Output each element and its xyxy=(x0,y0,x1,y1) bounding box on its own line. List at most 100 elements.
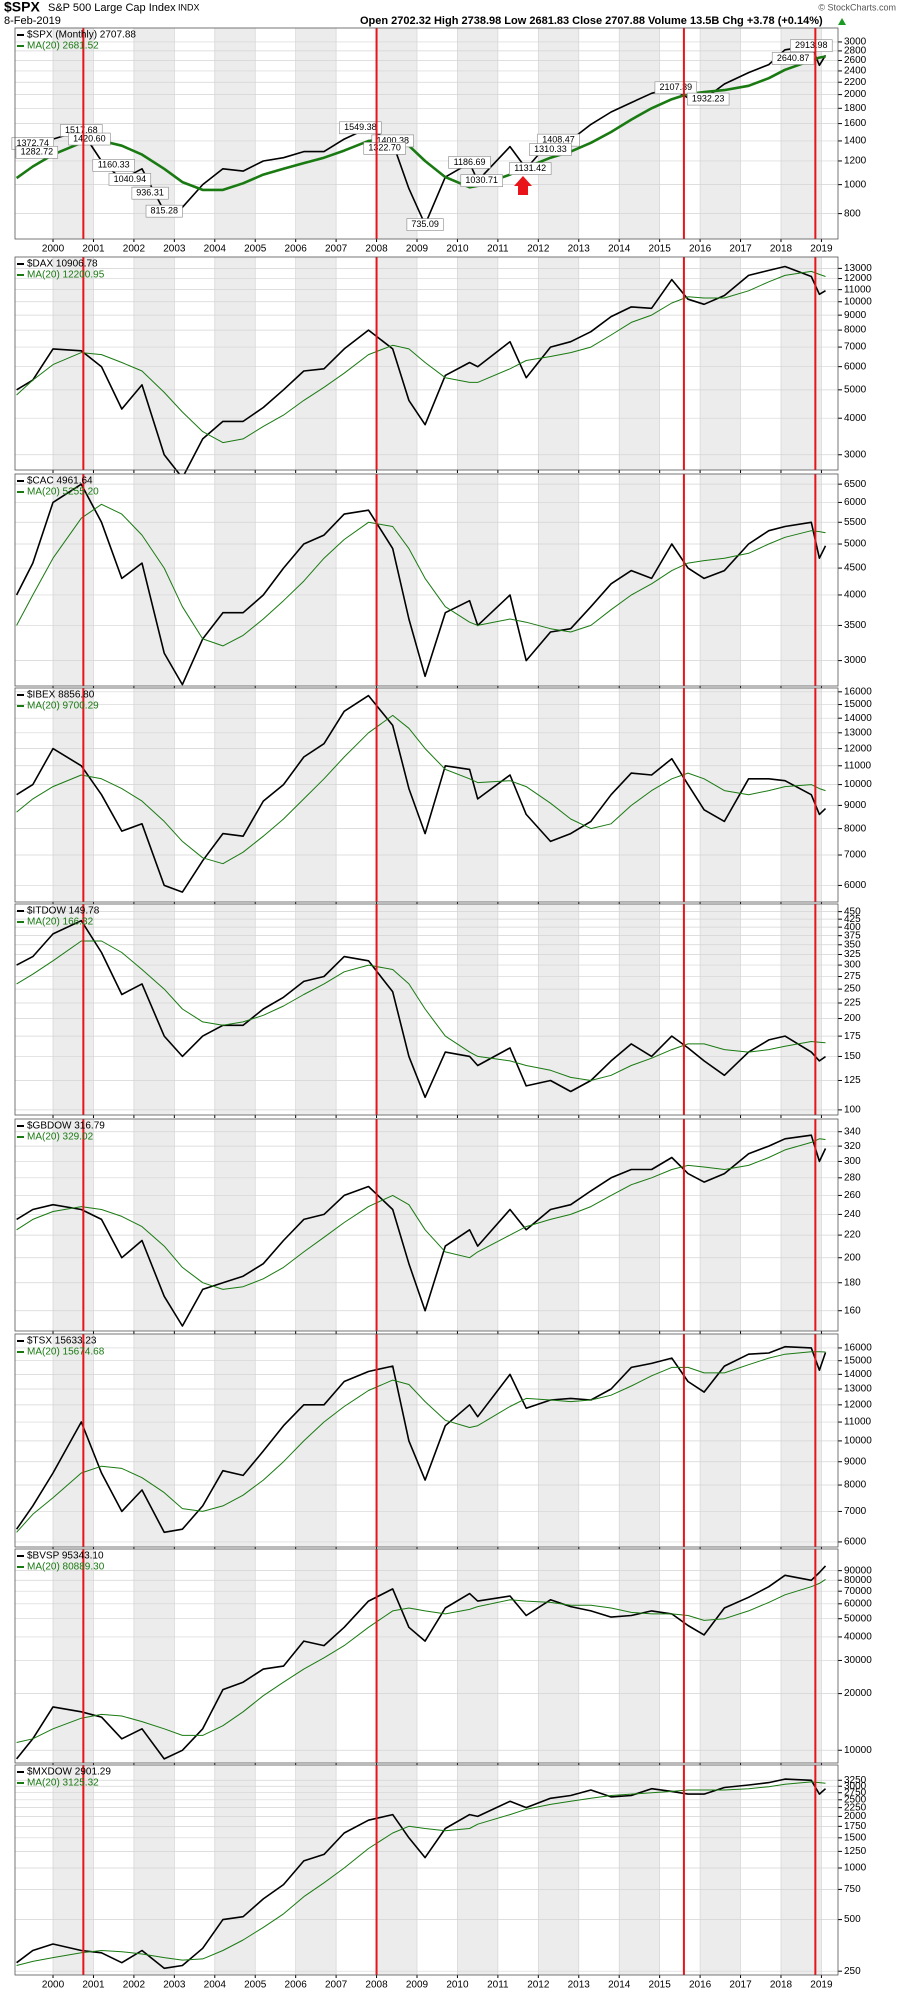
year-band xyxy=(53,1549,94,1763)
annotation-label: 1517.68 xyxy=(65,125,98,135)
legend-label: $SPX (Monthly) 2707.88 xyxy=(27,30,136,41)
annotation-label: 2913.98 xyxy=(795,40,828,50)
x-tick-label: 2007 xyxy=(325,244,348,255)
y-tick-label: 1400 xyxy=(844,136,867,147)
annotation-label: 815.28 xyxy=(150,206,178,216)
y-tick-label: 7000 xyxy=(844,1506,867,1517)
y-tick-label: 200 xyxy=(844,1252,861,1263)
year-band xyxy=(376,688,417,902)
y-tick-label: 70000 xyxy=(844,1586,872,1597)
annotation-box xyxy=(339,121,382,135)
legend-label: $CAC 4961.64 xyxy=(27,476,93,487)
y-tick-label: 1500 xyxy=(844,1832,867,1843)
year-band xyxy=(133,1765,175,1975)
year-band xyxy=(538,28,579,239)
y-tick-label: 1600 xyxy=(844,118,867,129)
legend-label: MA(20) 80889.30 xyxy=(27,1562,105,1573)
y-tick-label: 6000 xyxy=(844,880,867,891)
symbol: $SPX xyxy=(4,0,40,15)
year-band xyxy=(700,1119,741,1331)
y-tick-label: 60000 xyxy=(844,1598,872,1609)
annotation-box xyxy=(145,204,183,218)
legend-label: $DAX 10906.78 xyxy=(27,259,98,270)
y-tick-label: 225 xyxy=(844,998,861,1009)
y-tick-label: 11000 xyxy=(844,760,872,771)
legend-label: MA(20) 166.32 xyxy=(27,917,94,928)
y-tick-label: 1750 xyxy=(844,1821,867,1832)
x-tick-label: 2000 xyxy=(42,1980,65,1991)
annotation-box xyxy=(790,39,833,53)
y-tick-label: 150 xyxy=(844,1051,861,1062)
year-band xyxy=(214,28,256,239)
annotation-box xyxy=(654,81,698,95)
annotation-label: 1420.60 xyxy=(73,133,106,143)
y-tick-label: 2000 xyxy=(844,1811,867,1822)
year-band xyxy=(133,1119,175,1331)
year-band xyxy=(700,1549,741,1763)
y-tick-label: 9000 xyxy=(844,800,867,811)
y-tick-label: 13000 xyxy=(844,1384,872,1395)
y-tick-label: 10000 xyxy=(844,779,872,790)
annotation-label: 1186.69 xyxy=(454,157,486,167)
y-tick-label: 11000 xyxy=(844,284,872,295)
panel-frame xyxy=(14,1118,839,1332)
year-band xyxy=(53,1765,94,1975)
x-tick-label: 2013 xyxy=(568,244,591,255)
x-tick-label: 2015 xyxy=(649,1980,672,1991)
y-tick-label: 3000 xyxy=(844,655,867,666)
year-band xyxy=(214,1765,256,1975)
year-band xyxy=(538,904,579,1115)
year-band xyxy=(538,474,579,686)
x-tick-label: 2001 xyxy=(82,1980,105,1991)
year-band xyxy=(619,688,660,902)
annotation-box xyxy=(15,145,59,159)
y-tick-label: 3250 xyxy=(844,1775,867,1786)
x-tick-label: 2000 xyxy=(42,244,65,255)
annotation-label: 1408.47 xyxy=(542,135,575,145)
legend-label: MA(20) 3125.32 xyxy=(27,1778,99,1789)
y-tick-label: 3000 xyxy=(844,37,867,48)
year-band xyxy=(538,1119,579,1331)
x-tick-label: 2009 xyxy=(406,244,429,255)
y-tick-label: 15000 xyxy=(844,699,872,710)
annotation-label: 1030.71 xyxy=(465,175,498,185)
series-line xyxy=(16,1138,826,1290)
x-tick-label: 2015 xyxy=(649,244,672,255)
year-band xyxy=(376,28,417,239)
year-band xyxy=(295,474,337,686)
legend-label: MA(20) 329.02 xyxy=(27,1132,94,1143)
x-tick-label: 2006 xyxy=(285,1980,308,1991)
y-tick-label: 160 xyxy=(844,1305,861,1316)
y-tick-label: 6500 xyxy=(844,479,867,490)
y-tick-label: 4000 xyxy=(844,413,867,424)
y-tick-label: 175 xyxy=(844,1031,861,1042)
y-tick-label: 200 xyxy=(844,1013,861,1024)
y-tick-label: 4000 xyxy=(844,590,867,601)
panel-frame xyxy=(14,1764,839,1976)
year-band xyxy=(295,688,337,902)
year-band xyxy=(133,688,175,902)
panel-frame xyxy=(14,27,839,240)
year-band xyxy=(619,1549,660,1763)
x-tick-label: 2011 xyxy=(487,1980,509,1991)
x-tick-label: 2012 xyxy=(527,244,550,255)
year-band xyxy=(538,257,579,470)
index-name: S&P 500 Large Cap Index xyxy=(48,2,176,14)
y-tick-label: 280 xyxy=(844,1172,861,1183)
year-band xyxy=(700,1334,741,1547)
year-band xyxy=(538,688,579,902)
y-tick-label: 100 xyxy=(844,1105,861,1116)
y-tick-label: 3000 xyxy=(844,1781,867,1792)
year-band xyxy=(457,474,498,686)
year-band xyxy=(619,257,660,470)
year-band xyxy=(53,688,94,902)
x-tick-label: 2001 xyxy=(82,244,105,255)
legend-label: MA(20) 2681.52 xyxy=(27,41,99,52)
y-tick-label: 3000 xyxy=(844,449,867,460)
credit: © StockCharts.com xyxy=(818,2,896,12)
annotation-label: 1131.42 xyxy=(514,163,546,173)
date: 8-Feb-2019 xyxy=(4,15,61,27)
x-tick-label: 2004 xyxy=(204,1980,227,1991)
annotation-box xyxy=(771,52,815,65)
annotation-box xyxy=(406,218,444,231)
